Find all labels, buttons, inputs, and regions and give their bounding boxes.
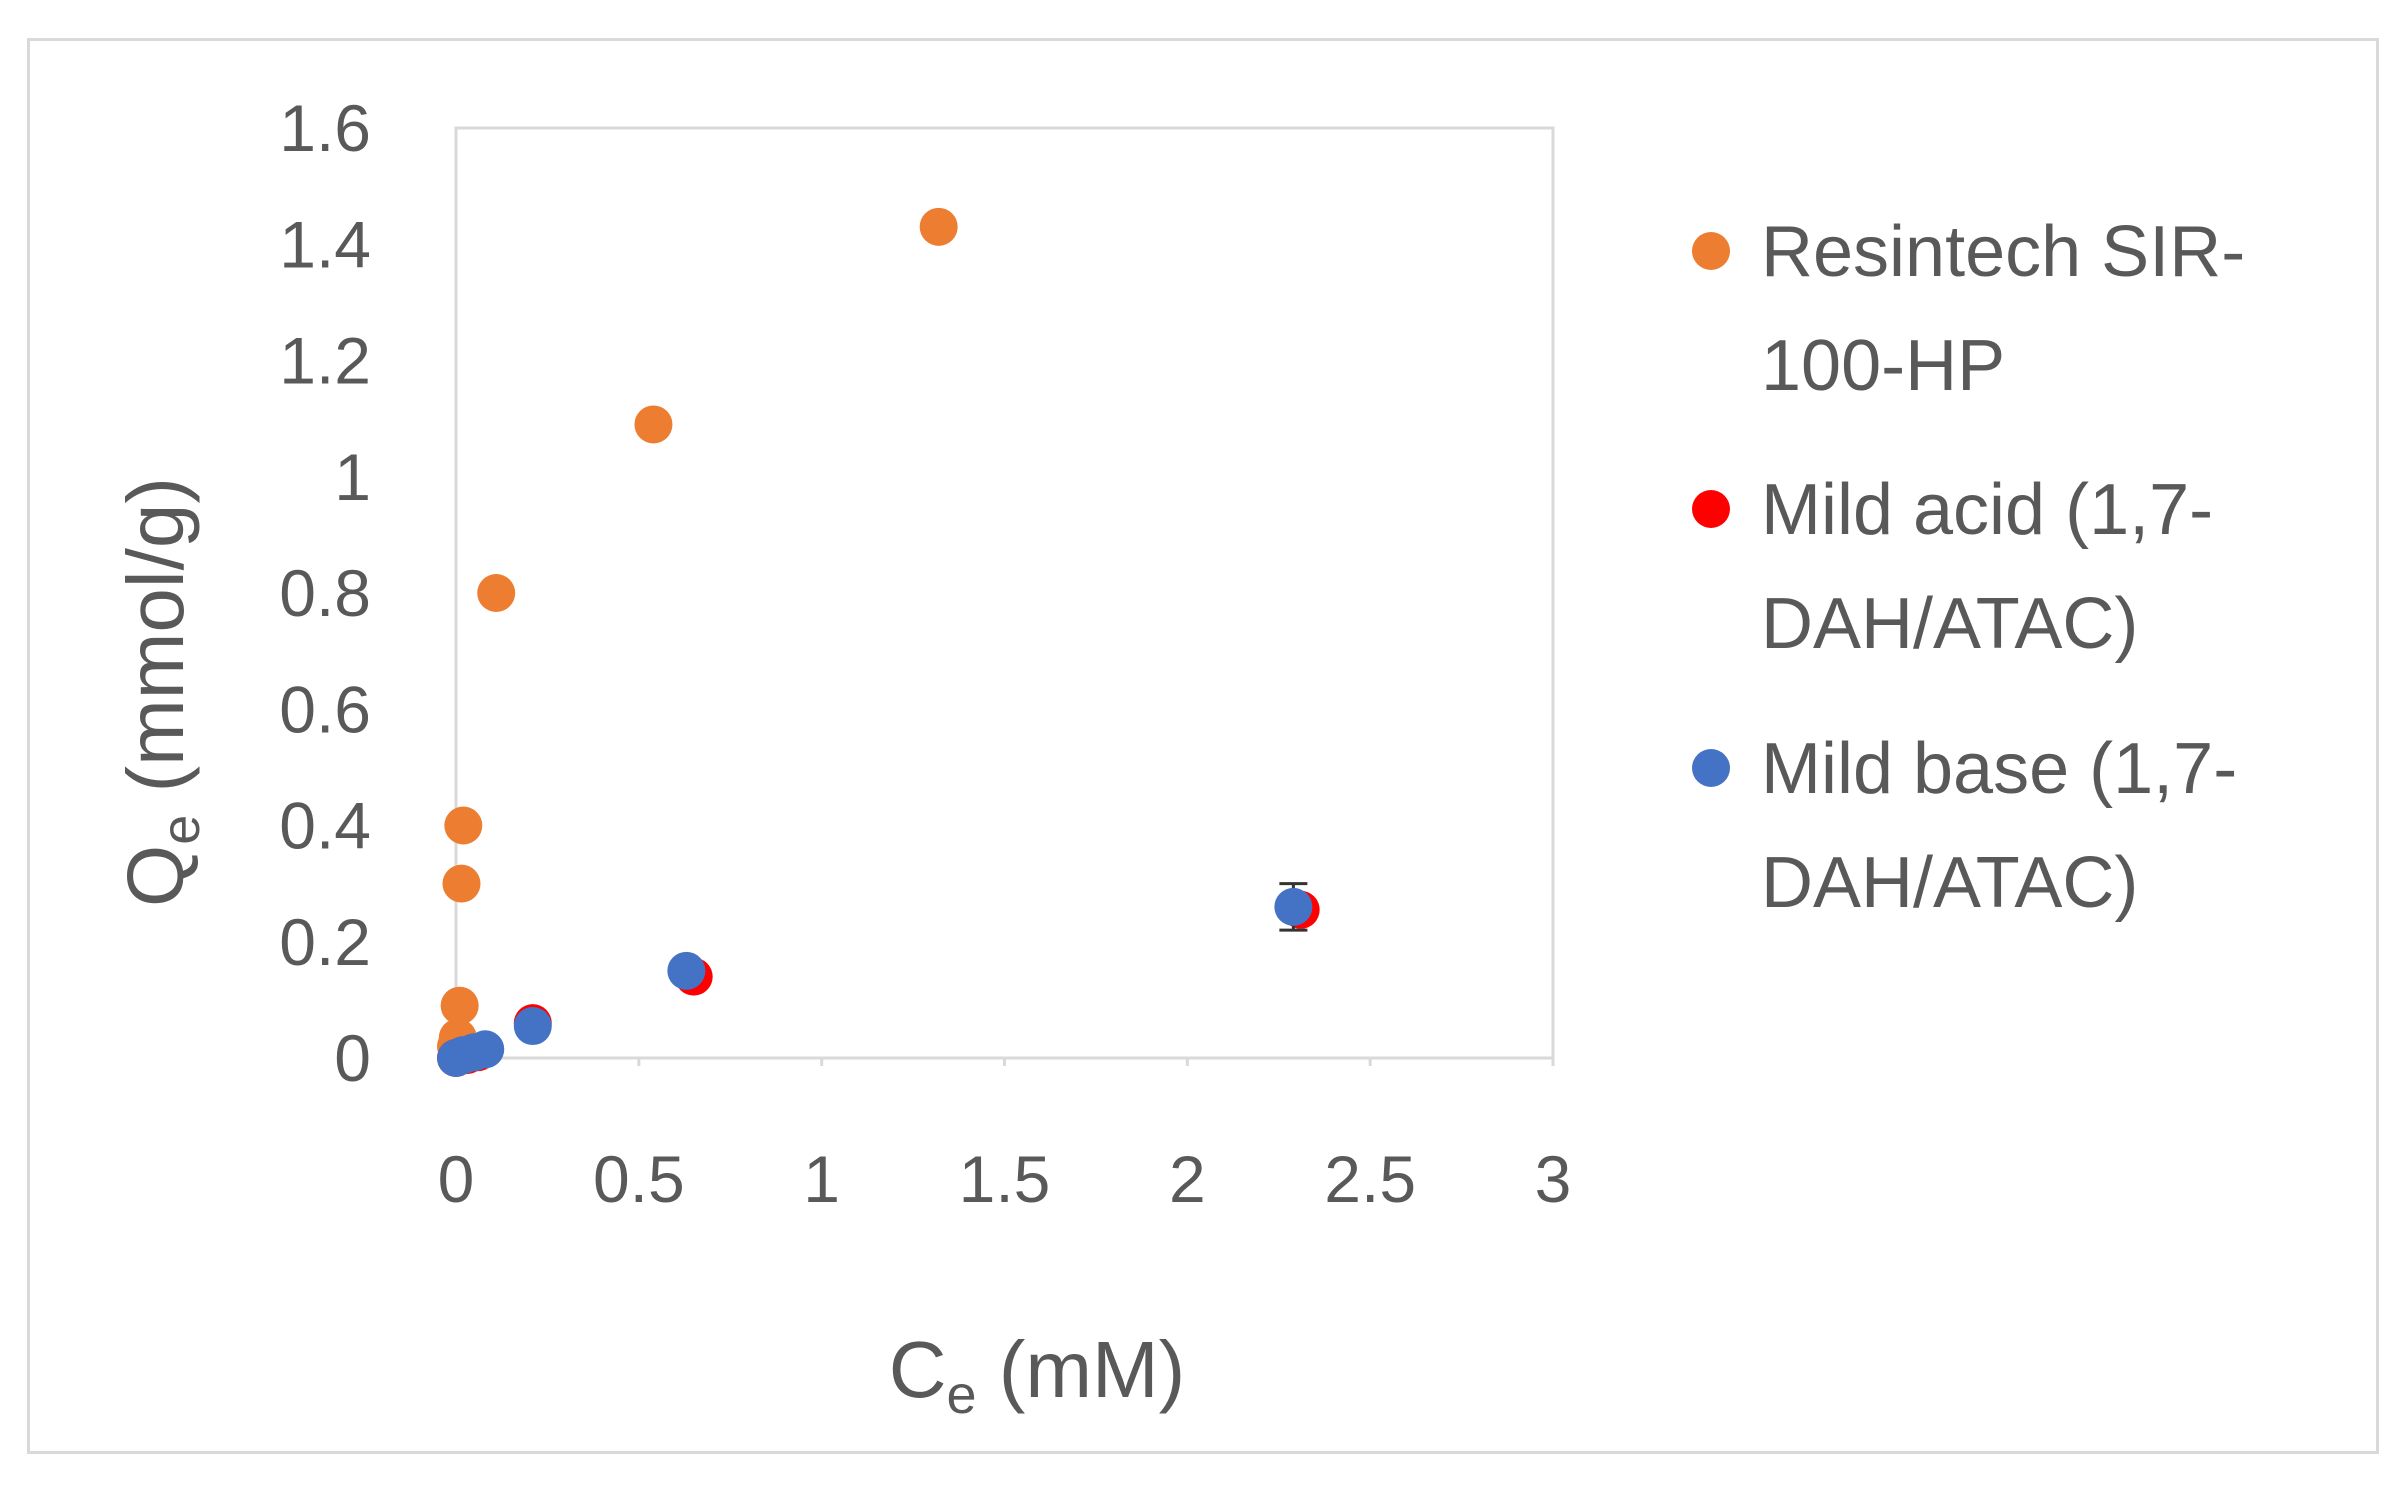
x-tick-label: 0 (438, 1142, 475, 1216)
x-axis-title-sub: e (946, 1365, 976, 1425)
y-axis-title: Qe (mmol/g) (111, 477, 211, 907)
x-axis-title: Ce (mM) (889, 1325, 1186, 1425)
data-point (1274, 887, 1313, 926)
y-tick-label: 1 (334, 440, 371, 514)
legend-label: DAH/ATAC) (1761, 584, 2138, 664)
y-tick-label: 0.2 (279, 905, 371, 979)
legend-marker (1692, 490, 1730, 528)
plot-area (454, 126, 1555, 1060)
data-point (466, 1030, 505, 1069)
legend-item-1: Resintech SIR- 100-HP (1692, 212, 2245, 406)
y-tick-label: 1.2 (279, 324, 371, 398)
y-tick-label: 0.4 (279, 789, 371, 863)
legend-marker (1692, 749, 1730, 787)
legend-label: Mild acid (1,7- (1761, 470, 2213, 550)
y-tick-label: 0.6 (279, 672, 371, 746)
x-tick-label: 0.5 (593, 1142, 685, 1216)
series-3 (437, 882, 1313, 1077)
x-axis-title-main: C (889, 1325, 947, 1414)
y-tick-label: 1.6 (279, 91, 371, 165)
plot-border (454, 126, 1555, 1060)
x-axis-title-rest: (mM) (977, 1325, 1186, 1414)
y-tick-label: 0.8 (279, 556, 371, 630)
legend-label: Resintech SIR- (1761, 212, 2245, 292)
legend: Resintech SIR- 100-HP Mild acid (1,7- DAH/A… (1692, 212, 2245, 923)
legend-item-2: Mild acid (1,7- DAH/ATAC) (1692, 470, 2213, 664)
x-tick-label: 3 (1535, 1142, 1572, 1216)
legend-label: 100-HP (1761, 326, 2005, 406)
y-axis-title-rest: (mmol/g) (111, 477, 200, 815)
data-point (513, 1007, 552, 1046)
x-axis-ticks: 0 0.5 1 1.5 2 2.5 3 (438, 1058, 1572, 1216)
data-point (442, 864, 481, 903)
series-layer (437, 207, 1320, 1077)
data-point (667, 951, 706, 990)
legend-label: Mild base (1,7- (1761, 729, 2237, 809)
y-axis-title-main: Q (111, 845, 200, 907)
series-2 (437, 890, 1320, 1077)
series-1 (437, 207, 958, 1066)
y-tick-label: 1.4 (279, 207, 371, 281)
x-tick-label: 1 (803, 1142, 840, 1216)
x-tick-label: 2.5 (1324, 1142, 1416, 1216)
data-point (634, 405, 673, 444)
y-axis-title-sub: e (151, 815, 211, 845)
y-tick-label: 0 (334, 1021, 371, 1095)
legend-item-3: Mild base (1,7- DAH/ATAC) (1692, 729, 2237, 923)
legend-marker (1692, 232, 1730, 270)
data-point (919, 207, 958, 246)
y-axis-ticks: 0 0.2 0.4 0.6 0.8 1 1.2 1.4 1.6 (279, 91, 371, 1095)
x-tick-label: 1.5 (959, 1142, 1051, 1216)
data-point (440, 986, 479, 1025)
chart-frame (27, 38, 2379, 1454)
data-point (477, 574, 516, 612)
x-tick-label: 2 (1169, 1142, 1206, 1216)
legend-label: DAH/ATAC) (1761, 843, 2138, 923)
data-point (444, 806, 483, 845)
